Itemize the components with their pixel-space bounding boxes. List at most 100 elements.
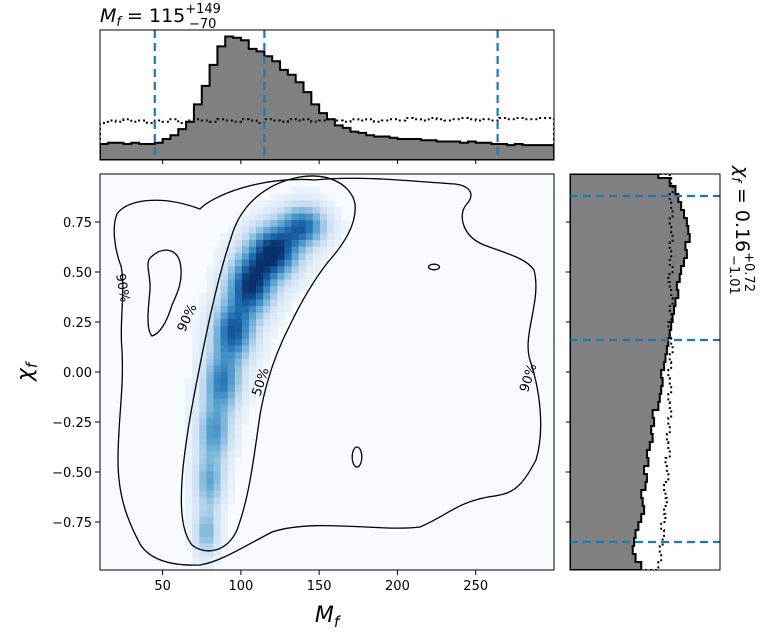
density-cell: [256, 226, 264, 234]
density-cell: [248, 312, 257, 320]
density-cell: [213, 332, 221, 340]
density-cell: [284, 259, 292, 267]
density-cell: [199, 471, 207, 478]
density-cell: [234, 253, 243, 261]
density-cell: [206, 339, 214, 346]
density-cell: [192, 345, 200, 353]
density-cell: [206, 332, 214, 340]
density-cell: [220, 537, 229, 544]
density-cell: [185, 477, 193, 485]
density-cell: [305, 226, 314, 234]
density-cell: [206, 438, 214, 445]
density-cell: [234, 391, 243, 399]
y-tick-label: −0.50: [52, 466, 92, 481]
density-cell: [270, 259, 278, 267]
density-cell: [263, 279, 271, 287]
density-cell: [213, 457, 221, 465]
density-cell: [256, 279, 264, 287]
density-cell: [312, 253, 321, 261]
density-cell: [227, 451, 236, 459]
density-cell: [220, 510, 229, 518]
density-cell: [227, 411, 236, 419]
density-cell: [220, 398, 229, 406]
density-cell: [213, 378, 221, 386]
density-cell: [185, 405, 193, 412]
density-cell: [241, 411, 250, 419]
spin-title: χf = 0.16+0.72−1.01: [726, 165, 756, 295]
density-cell: [199, 339, 207, 346]
density-cell: [298, 213, 307, 221]
density-cell: [241, 213, 250, 221]
density-cell: [227, 246, 236, 254]
density-cell: [298, 286, 307, 294]
density-cell: [206, 490, 214, 498]
density-cell: [241, 352, 250, 360]
density-cell: [227, 464, 236, 472]
density-cell: [341, 226, 349, 234]
density-cell: [291, 286, 300, 294]
density-cell: [298, 220, 307, 228]
density-cell: [241, 319, 250, 327]
density-cell: [213, 490, 221, 498]
density-cell: [192, 358, 200, 366]
density-cell: [312, 266, 321, 274]
density-cell: [291, 233, 300, 241]
density-cell: [284, 246, 292, 254]
density-cell: [185, 510, 193, 518]
density-cell: [192, 365, 200, 373]
density-cell: [234, 246, 243, 254]
density-cell: [220, 457, 229, 465]
density-cell: [284, 286, 292, 294]
density-cell: [220, 543, 229, 551]
density-cell: [263, 259, 271, 267]
density-cell: [277, 286, 285, 294]
density-cell: [248, 385, 257, 393]
spin-marginal-panel: χf = 0.16+0.72−1.01: [566, 165, 756, 571]
density-cell: [206, 477, 214, 485]
density-cell: [270, 253, 278, 261]
density-cell: [185, 378, 193, 386]
density-cell: [241, 339, 250, 346]
density-cell: [213, 477, 221, 485]
density-cell: [298, 207, 307, 214]
density-cell: [199, 431, 207, 439]
density-cell: [206, 484, 214, 492]
density-cell: [298, 253, 307, 261]
density-cell: [227, 332, 236, 340]
density-cell: [248, 358, 257, 366]
density-cell: [227, 398, 236, 406]
density-cell: [234, 319, 243, 327]
y-tick-label: 0.25: [63, 316, 92, 331]
density-cell: [248, 253, 257, 261]
density-cell: [185, 391, 193, 399]
density-cell: [270, 306, 278, 313]
density-cell: [263, 319, 271, 327]
density-cell: [234, 240, 243, 247]
density-cell: [213, 372, 221, 379]
density-cell: [213, 345, 221, 353]
x-axis-ticks: 50 100 150 200 250: [154, 570, 488, 594]
density-cell: [206, 504, 214, 511]
density-cell: [284, 292, 292, 300]
density-cell: [319, 213, 328, 221]
density-cell: [199, 464, 207, 472]
density-cell: [256, 319, 264, 327]
density-cell: [319, 193, 328, 201]
density-cell: [213, 517, 221, 525]
density-cell: [241, 312, 250, 320]
density-cell: [220, 464, 229, 472]
density-cell: [213, 405, 221, 412]
density-cell: [277, 226, 285, 234]
density-cell: [220, 471, 229, 478]
density-cell: [234, 299, 243, 307]
density-cell: [327, 220, 335, 228]
density-cell: [213, 418, 221, 426]
density-cell: [248, 292, 257, 300]
density-cell: [185, 530, 193, 538]
density-cell: [199, 530, 207, 538]
density-cell: [220, 365, 229, 373]
density-cell: [241, 365, 250, 373]
density-cell: [192, 418, 200, 426]
density-cell: [248, 365, 257, 373]
y-tick-label: −0.75: [52, 516, 92, 531]
